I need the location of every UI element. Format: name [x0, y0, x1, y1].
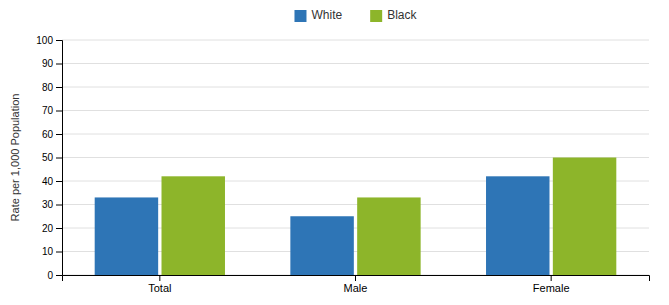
- tick: Female: [533, 275, 570, 294]
- legend-item: Black: [370, 8, 417, 22]
- tick-label: 40: [42, 176, 54, 187]
- bar: [162, 176, 225, 275]
- bar-series: [95, 176, 550, 275]
- tick-mark: [56, 134, 62, 135]
- tick: 100: [36, 35, 62, 46]
- legend-item: White: [294, 8, 342, 22]
- tick-mark: [56, 275, 62, 276]
- tick-label: 100: [36, 35, 53, 46]
- tick: Total: [148, 275, 171, 294]
- y-axis: 0 10 20 30 40 50 60 70 80 90 100: [36, 35, 62, 281]
- tick: Male: [344, 275, 368, 294]
- bar: [357, 197, 420, 275]
- tick-label: 60: [42, 129, 54, 140]
- bar: [553, 158, 616, 276]
- tick-label: 70: [42, 105, 54, 116]
- grid-line: [62, 134, 649, 135]
- tick-mark: [56, 205, 62, 206]
- tick: 30: [42, 199, 62, 210]
- tick: 90: [42, 58, 62, 69]
- tick-mark: [56, 158, 62, 159]
- tick-mark: [56, 181, 62, 182]
- tick: 70: [42, 105, 62, 116]
- axis-domain: [63, 276, 650, 282]
- grid-line: [62, 110, 649, 111]
- tick-label: Male: [344, 282, 368, 294]
- x-axis: Total Male Female: [63, 275, 650, 294]
- tick: 20: [42, 223, 62, 234]
- tick-mark: [56, 40, 62, 41]
- legend-label: White: [311, 8, 342, 22]
- tick-mark: [56, 228, 62, 229]
- tick: 50: [42, 152, 62, 163]
- tick-mark: [56, 64, 62, 65]
- plot: 0 10 20 30 40 50 60 70 80 90 100 Total Male Female: [36, 35, 649, 294]
- tick-mark: [159, 275, 160, 281]
- tick: 0: [47, 270, 62, 281]
- grid-line: [62, 63, 649, 64]
- tick-label: 30: [42, 199, 54, 210]
- tick: 60: [42, 129, 62, 140]
- legend-swatch: [370, 10, 382, 22]
- bars: [95, 158, 617, 276]
- axis-domain: [56, 41, 63, 276]
- tick-label: 10: [42, 246, 54, 257]
- legend-swatch: [294, 10, 306, 22]
- tick-mark: [56, 252, 62, 253]
- tick-mark: [551, 275, 552, 281]
- y-axis-title: Rate per 1,000 Population: [9, 94, 21, 222]
- tick-label: 80: [42, 82, 54, 93]
- tick-label: Total: [148, 282, 171, 294]
- tick: 80: [42, 82, 62, 93]
- grid-line: [62, 87, 649, 88]
- tick: 40: [42, 176, 62, 187]
- bar: [290, 216, 353, 275]
- tick-mark: [355, 275, 356, 281]
- bar: [95, 197, 158, 275]
- tick: 10: [42, 246, 62, 257]
- tick-label: 20: [42, 223, 54, 234]
- chart: 0 10 20 30 40 50 60 70 80 90 100 Total Male Female Rat…: [0, 0, 669, 305]
- tick-label: 50: [42, 152, 54, 163]
- tick-label: Female: [533, 282, 570, 294]
- grid: [62, 40, 649, 275]
- bar: [486, 176, 549, 275]
- legend-label: Black: [387, 8, 417, 22]
- bar-series: [162, 158, 617, 276]
- grid-line: [62, 40, 649, 41]
- tick-label: 0: [47, 270, 53, 281]
- legend: White Black: [294, 8, 417, 22]
- tick-mark: [56, 87, 62, 88]
- tick-label: 90: [42, 58, 54, 69]
- tick-mark: [56, 111, 62, 112]
